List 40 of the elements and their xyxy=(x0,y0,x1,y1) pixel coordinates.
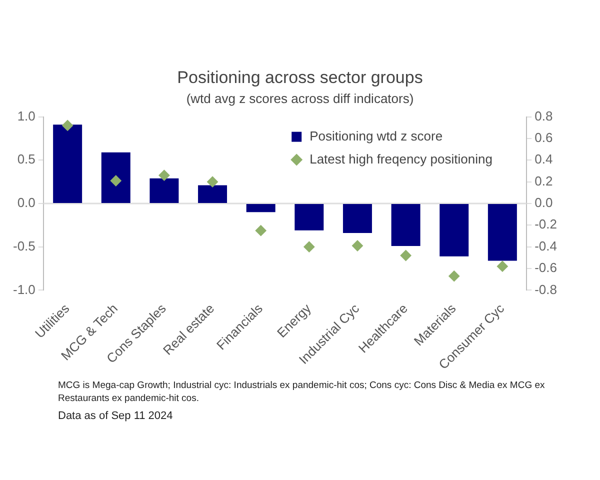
point xyxy=(255,225,266,236)
bar xyxy=(101,152,130,203)
point xyxy=(496,260,508,272)
text: Data as of Sep 11 2024 xyxy=(58,408,174,424)
y2-tick-label: 0.8 xyxy=(534,108,553,124)
point xyxy=(62,120,74,131)
y-tick-label: 0.0 xyxy=(17,195,36,210)
legend-label: Latest high freqency positioning xyxy=(310,151,492,166)
y2-tick-label: 0.6 xyxy=(534,130,553,146)
point xyxy=(304,241,315,252)
y2-tick-label: -0.4 xyxy=(534,238,558,254)
point xyxy=(110,175,122,186)
y-tick-label: 1.0 xyxy=(17,108,36,124)
bar xyxy=(342,204,372,233)
point xyxy=(352,240,363,252)
y2-tick-label: 0.2 xyxy=(534,173,553,188)
y2-tick-label: 0.4 xyxy=(534,152,553,167)
bar xyxy=(198,185,228,203)
y2-tick-label: -0.2 xyxy=(534,216,558,232)
point xyxy=(158,170,170,181)
text: MCG is Mega-cap Growth; Industrial cyc: Industrials ex pandemic-hit cos; Cons cyc: Cons Disc & Media ex MCG ex Restaurants ex pandemic-hit cos. xyxy=(58,380,546,406)
y-tick-label: -0.5 xyxy=(12,238,36,254)
y-tick-label: -1.0 xyxy=(12,282,36,297)
bar xyxy=(150,178,179,203)
bar xyxy=(488,204,517,261)
chart-title: Positioning across sector groups xyxy=(176,68,424,88)
y2-tick-label: -0.6 xyxy=(534,260,558,276)
bar xyxy=(246,204,276,212)
point xyxy=(400,250,412,262)
bar xyxy=(53,124,82,203)
bar xyxy=(391,204,420,246)
legend-label: Positioning wtd z score xyxy=(310,128,443,144)
y2-tick-label: -0.8 xyxy=(534,282,558,297)
point xyxy=(448,270,460,282)
y2-tick-label: 0.0 xyxy=(534,195,553,210)
point xyxy=(207,176,218,188)
y-tick-label: 0.5 xyxy=(17,152,36,167)
bar xyxy=(294,204,324,230)
bar xyxy=(440,204,469,256)
chart-subtitle: (wtd avg z scores across diff indicators) xyxy=(185,91,415,106)
